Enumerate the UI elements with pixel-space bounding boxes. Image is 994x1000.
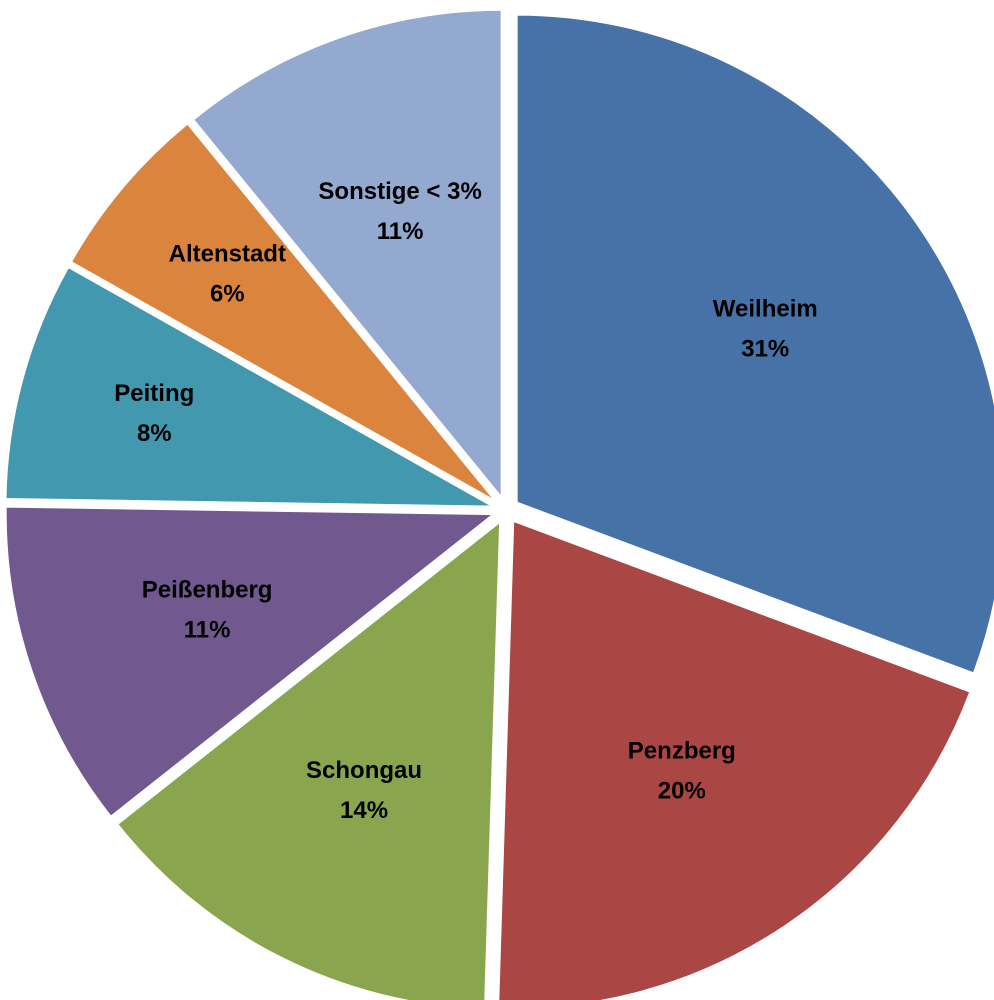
pie-slice [191, 8, 503, 501]
slice-value-label: 11% [377, 218, 424, 245]
slice-value-label: 20% [658, 777, 706, 804]
slice-label: Sonstige < 3% [318, 178, 481, 205]
slice-value-label: 31% [741, 335, 789, 362]
slice-value-label: 11% [184, 617, 231, 644]
slice-value-label: 14% [340, 797, 388, 824]
slice-label: Peißenberg [142, 577, 273, 604]
pie-slice [515, 13, 994, 675]
pie-slice [4, 265, 494, 508]
pie-slice [69, 122, 497, 503]
pie-slice [4, 505, 497, 819]
slice-value-label: 6% [210, 281, 245, 308]
pie-slice [115, 519, 502, 1000]
pie-slice [497, 519, 972, 1000]
slice-label: Schongau [306, 757, 422, 784]
slice-value-label: 8% [137, 420, 172, 447]
slice-label: Penzberg [628, 737, 736, 764]
slice-label: Peiting [114, 380, 194, 407]
slice-label: Weilheim [713, 295, 818, 322]
slice-label: Altenstadt [169, 241, 286, 268]
